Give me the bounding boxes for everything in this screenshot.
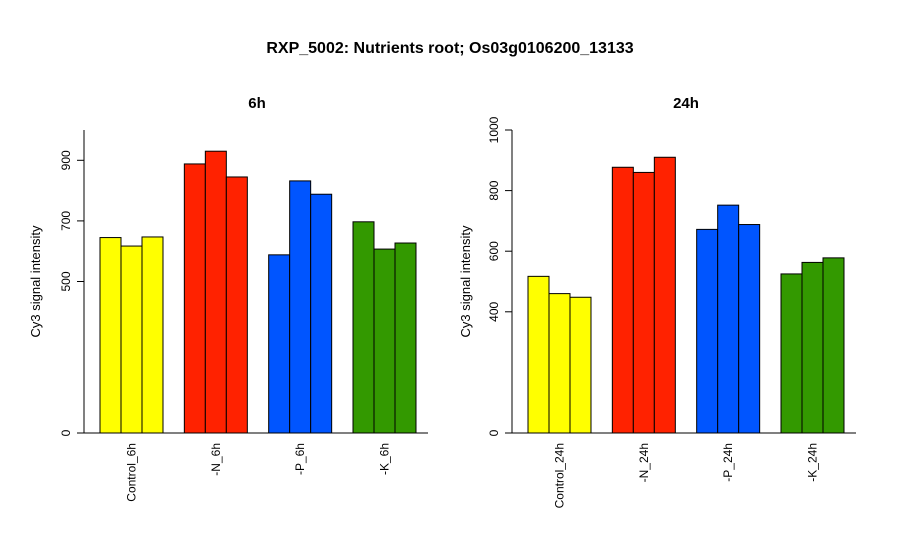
panel-title: 24h — [673, 95, 699, 112]
bar-k-6h-3 — [394, 242, 417, 434]
bar-n-6h-3 — [225, 176, 248, 434]
y-tick-label: 400 — [487, 301, 501, 321]
bar-control-24h-3 — [569, 296, 592, 434]
bar-k-24h-2 — [801, 261, 824, 434]
bar-p-6h-1 — [268, 254, 291, 434]
y-tick-label: 0 — [487, 429, 501, 436]
bar-p-24h-1 — [696, 228, 719, 434]
x-category-label: Control_24h — [553, 443, 567, 508]
bar-p-6h-3 — [310, 193, 333, 434]
bar-n-6h-1 — [183, 163, 206, 434]
bar-p-6h-2 — [289, 180, 312, 434]
bar-n-24h-2 — [632, 171, 655, 434]
bar-p-24h-2 — [717, 204, 740, 434]
y-axis-label: Cy3 signal intensity — [458, 225, 473, 337]
bar-k-6h-1 — [352, 221, 375, 434]
y-tick-label: 600 — [487, 241, 501, 261]
bar-control-6h-2 — [120, 245, 143, 434]
y-axis-label: Cy3 signal intensity — [28, 225, 43, 337]
x-category-label: -N_24h — [637, 443, 651, 482]
y-tick-label: 0 — [59, 429, 73, 436]
bar-n-24h-3 — [653, 156, 676, 434]
y-tick-label: 800 — [487, 180, 501, 200]
bar-n-24h-1 — [611, 166, 634, 434]
x-category-label: -K_24h — [806, 443, 820, 482]
x-category-label: -K_6h — [378, 443, 392, 475]
bar-k-24h-3 — [822, 257, 845, 434]
bar-n-6h-2 — [204, 150, 227, 434]
y-tick-label: 900 — [59, 150, 73, 170]
panel-title: 6h — [248, 95, 266, 112]
bar-p-24h-3 — [738, 224, 761, 434]
bar-control-24h-2 — [548, 293, 571, 434]
x-category-label: -P_24h — [721, 443, 735, 482]
y-tick-label: 1000 — [487, 116, 501, 143]
y-tick-label: 500 — [59, 271, 73, 291]
x-category-label: Control_6h — [125, 443, 139, 502]
bar-control-6h-3 — [141, 236, 164, 434]
bar-control-24h-1 — [527, 275, 550, 434]
chart-title: RXP_5002: Nutrients root; Os03g0106200_1… — [266, 40, 633, 57]
y-tick-label: 700 — [59, 211, 73, 231]
bar-control-6h-1 — [99, 237, 122, 434]
bar-k-24h-1 — [780, 273, 803, 434]
x-category-label: -P_6h — [293, 443, 307, 475]
x-category-label: -N_6h — [209, 443, 223, 476]
bar-k-6h-2 — [373, 248, 396, 434]
panel-6h: 6h 0 500 700 900 Cy3 signal intensity Control_… — [28, 95, 428, 502]
panel-24h: 24h 0 400 600 800 1000 Cy3 signal intensity Con… — [458, 95, 856, 508]
